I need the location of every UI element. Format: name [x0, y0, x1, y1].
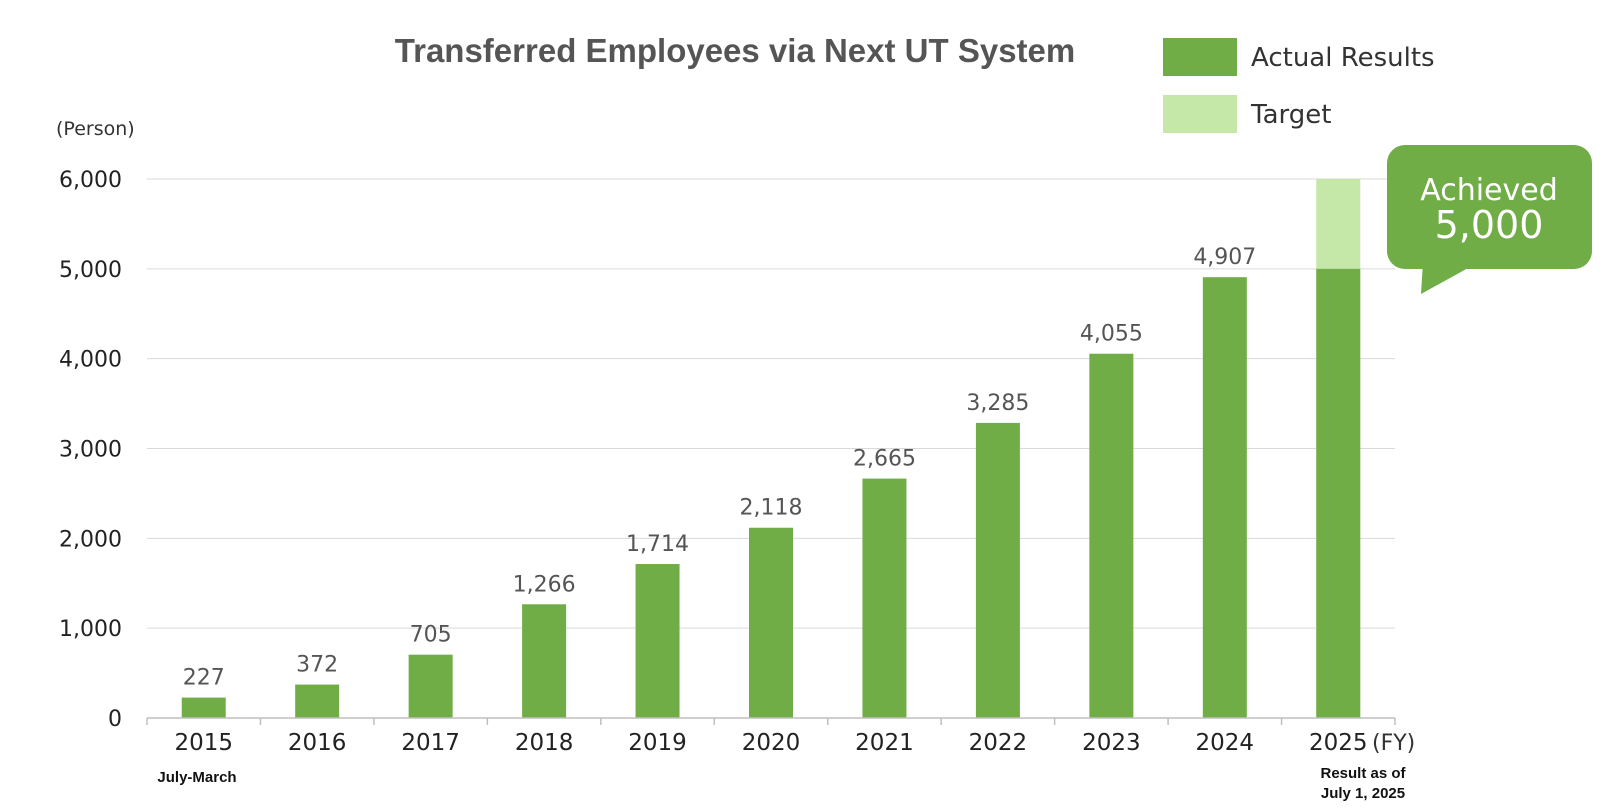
x-tick-label: 2025	[1309, 730, 1368, 756]
bar-actual	[635, 564, 680, 718]
chart-title: Transferred Employees via Next UT System	[395, 32, 1075, 69]
x-note-first: July-March	[157, 769, 236, 786]
data-label: 2,118	[740, 496, 803, 521]
x-tick-label: 2023	[1082, 730, 1141, 756]
data-label: 1,714	[626, 532, 689, 557]
x-axis-unit-label: (FY)	[1372, 731, 1415, 756]
y-tick-label: 5,000	[59, 258, 122, 283]
bar-actual	[181, 697, 226, 718]
y-tick-label: 0	[108, 707, 122, 732]
x-tick-label: 2022	[969, 730, 1028, 756]
data-label: 705	[410, 623, 452, 648]
y-axis-unit-label: (Person)	[56, 118, 135, 140]
x-tick-label: 2024	[1196, 730, 1255, 756]
data-label: 372	[296, 653, 338, 678]
gridlines	[147, 178, 1395, 629]
x-tick-label: 2015	[174, 730, 233, 756]
x-tick-label: 2021	[855, 730, 914, 756]
bar-actual	[1202, 277, 1247, 718]
callout-bubble	[1387, 145, 1592, 269]
x-tick-label: 2017	[401, 730, 460, 756]
x-tick-label: 2019	[628, 730, 687, 756]
y-tick-label: 1,000	[59, 617, 122, 642]
y-tick-label: 6,000	[59, 168, 122, 193]
bar-actual	[749, 527, 793, 718]
legend-swatch-actual	[1163, 38, 1237, 76]
bar-actual	[975, 422, 1020, 718]
data-label: 3,285	[966, 391, 1029, 416]
y-tick-label: 3,000	[59, 438, 122, 463]
y-tick-label: 4,000	[59, 348, 122, 373]
achieved-callout: Achieved 5,000	[1387, 145, 1592, 294]
x-tick-label: 2020	[742, 730, 801, 756]
y-axis-ticks: 0 1,000 2,000 3,000 4,000 5,000 6,000	[59, 168, 122, 732]
y-tick-label: 2,000	[59, 527, 122, 552]
x-axis: 2015 2016 2017 2018 2019 2020 2021 2022 2023 2024…	[146, 717, 1396, 756]
legend-swatch-target	[1163, 95, 1237, 133]
legend-label-target: Target	[1250, 100, 1331, 130]
callout-line1: Achieved	[1420, 173, 1558, 208]
data-labels: 227 372 705 1,266 1,714 2,118 2,665 3,285 4,055 4…	[183, 245, 1257, 690]
bar-actual	[1089, 353, 1134, 718]
callout-tail	[1421, 262, 1479, 294]
x-note-last-line1: Result as of	[1320, 765, 1406, 782]
bar-actual	[295, 684, 340, 718]
data-label: 1,266	[513, 572, 576, 597]
callout-line2: 5,000	[1435, 203, 1544, 247]
legend: Actual Results Target	[1163, 38, 1435, 133]
legend-label-actual: Actual Results	[1251, 43, 1435, 73]
x-tick-label: 2016	[288, 730, 347, 756]
data-label: 227	[183, 666, 225, 691]
bar-actual	[408, 654, 453, 718]
bar-actual	[862, 478, 907, 718]
data-label: 4,055	[1080, 322, 1143, 347]
x-note-last-line2: July 1, 2025	[1321, 785, 1405, 802]
data-label: 4,907	[1193, 245, 1256, 270]
bars	[181, 179, 1361, 718]
bar-actual	[1316, 268, 1361, 718]
x-tick-label: 2018	[515, 730, 574, 756]
bar-actual	[522, 604, 567, 718]
data-label: 2,665	[853, 447, 916, 472]
